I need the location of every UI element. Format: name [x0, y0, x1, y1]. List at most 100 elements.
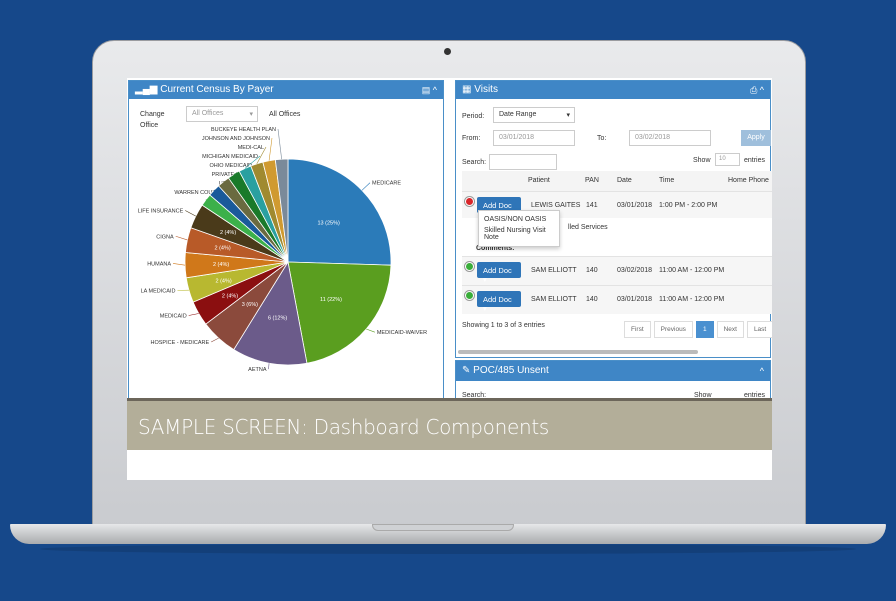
office-select[interactable]: All Offices ▾: [186, 106, 258, 122]
poc-search-label: Search:: [462, 392, 487, 399]
change-office-label: Change Office: [140, 111, 165, 129]
leader-line: [361, 182, 371, 191]
table-row[interactable]: Add Doc ▾ SAM ELLIOTT 140 03/02/2018 11:…: [462, 256, 772, 285]
add-doc-button[interactable]: Add Doc ▾: [477, 291, 521, 313]
leader-line: [244, 155, 261, 169]
category-label: LA MEDICAID: [141, 288, 176, 294]
panel-title: Current Census By Payer: [160, 84, 274, 95]
leader-line: [256, 146, 267, 164]
print-icon[interactable]: ⎙ ^: [750, 85, 764, 95]
collapse-icon[interactable]: ^: [759, 366, 764, 376]
visit-date: 03/02/2018: [617, 267, 653, 274]
page-next[interactable]: Next: [716, 321, 744, 338]
period-select[interactable]: Date Range ▾: [493, 107, 575, 123]
show-label: Show: [693, 157, 711, 164]
page-last[interactable]: Last: [746, 321, 772, 338]
category-label: LIFE INSURANCE: [138, 209, 184, 215]
category-label: MEDICAID-WAIVER: [377, 330, 427, 336]
col-patient[interactable]: Patient: [528, 177, 550, 184]
period-label: Period:: [462, 113, 485, 120]
pie-slice-medicare[interactable]: [287, 158, 392, 266]
patient-name: SAM ELLIOTT: [531, 296, 577, 303]
poc-show-label: Show: [694, 392, 712, 399]
page-1[interactable]: 1: [695, 321, 714, 338]
pie-slice-medicaid-waiver[interactable]: [287, 261, 392, 364]
add-doc-button[interactable]: Add Doc ▾: [477, 262, 521, 284]
visits-panel: ▦ Visits ⎙ ^ Period: Date Range ▾ From: 0…: [455, 80, 772, 358]
category-label: HUMANA: [147, 261, 171, 267]
data-label: 6 (12%): [268, 316, 287, 322]
table-row[interactable]: Add Doc ▾ SAM ELLIOTT 140 03/01/2018 11:…: [462, 285, 772, 314]
from-label: From:: [462, 135, 481, 142]
detail-services: lled Services: [568, 224, 608, 231]
leader-line: [268, 363, 270, 370]
poc-header: ✎ POC/485 Unsent ^: [456, 361, 770, 381]
poc-entries-label: entries: [744, 392, 766, 399]
to-label: To:: [597, 135, 607, 142]
pagination: First Previous 1 Next Last: [624, 321, 772, 338]
census-panel: ▂▄▆ Current Census By Payer ▤ ^ Change O…: [128, 80, 444, 410]
detail-comments: Comments:: [476, 245, 515, 252]
visit-time: 11:00 AM - 12:00 PM: [659, 267, 725, 274]
menu-item-skilled-nursing[interactable]: Skilled Nursing Visit Note: [484, 227, 546, 241]
visit-date: 03/01/2018: [617, 296, 653, 303]
panel-title: POC/485 Unsent: [473, 365, 549, 376]
col-home-phone[interactable]: Home Phone: [728, 177, 769, 184]
page-first[interactable]: First: [624, 321, 651, 338]
search-input[interactable]: [489, 154, 557, 170]
to-date-input[interactable]: 03/02/2018: [629, 130, 711, 146]
data-label: 2 (4%): [220, 230, 236, 236]
camera: [444, 48, 451, 55]
leader-line: [173, 263, 186, 266]
calendar-icon: ▦: [462, 84, 475, 95]
category-label: PRIVATE PAY: [212, 172, 247, 178]
visit-date: 03/01/2018: [617, 202, 653, 209]
leader-line: [188, 313, 199, 316]
census-header: ▂▄▆ Current Census By Payer ▤ ^: [129, 81, 443, 99]
pan: 140: [586, 296, 598, 303]
leader-line: [277, 128, 282, 160]
category-label: OHIO MEDICAID: [210, 163, 253, 169]
from-date-input[interactable]: 03/01/2018: [493, 130, 575, 146]
data-label: 2 (4%): [214, 246, 230, 252]
apply-button[interactable]: Apply: [741, 130, 771, 146]
data-label: 2 (4%): [222, 293, 238, 299]
data-label: 2 (4%): [213, 262, 229, 268]
category-label: JOHNSON AND JOHNSON: [202, 136, 270, 142]
collapse-row-icon[interactable]: [465, 197, 474, 206]
page-size-select[interactable]: 10: [715, 153, 740, 166]
page-previous[interactable]: Previous: [653, 321, 693, 338]
category-label: HOSPICE - MEDICARE: [150, 340, 209, 346]
screen: ▂▄▆ Current Census By Payer ▤ ^ Change O…: [127, 78, 772, 480]
category-label: MEDICAID: [160, 314, 187, 320]
entries-label: entries: [744, 157, 766, 164]
bar-chart-icon: ▂▄▆: [135, 84, 161, 95]
col-date[interactable]: Date: [617, 177, 632, 184]
menu-item-oasis[interactable]: OASIS/NON OASIS: [484, 216, 547, 223]
expand-row-icon[interactable]: [465, 262, 474, 271]
leader-line: [211, 337, 219, 343]
category-label: WARREN COUNTY ISD: [174, 190, 234, 196]
expand-row-icon[interactable]: [465, 291, 474, 300]
col-pan[interactable]: PAN: [585, 177, 599, 184]
panel-title: Visits: [474, 84, 498, 95]
edit-icon: ✎: [462, 365, 474, 376]
collapse-icon[interactable]: ▤ ^: [421, 85, 437, 95]
laptop-shadow: [40, 544, 856, 554]
pie-slice-aetna[interactable]: [233, 260, 308, 366]
leader-line: [185, 210, 196, 217]
patient-name: LEWIS GAITES: [531, 202, 581, 209]
census-pie-chart: 13 (25%) MEDICARE 11 (22%) MEDICAID-WAIVER 6…: [138, 127, 427, 373]
add-doc-dropdown: OASIS/NON OASIS Skilled Nursing Visit No…: [478, 210, 560, 247]
office-value: All Offices: [269, 111, 301, 118]
visit-time: 1:00 PM - 2:00 PM: [659, 202, 718, 209]
data-label: 3 (6%): [242, 302, 258, 308]
category-label: AETNA: [248, 367, 267, 373]
leader-line: [175, 235, 188, 241]
visits-header: ▦ Visits ⎙ ^: [456, 81, 770, 99]
horizontal-scrollbar[interactable]: [458, 350, 698, 354]
search-label: Search:: [462, 159, 487, 166]
col-time[interactable]: Time: [659, 177, 675, 184]
category-label: MEDICARE: [372, 181, 401, 187]
data-label: 13 (25%): [318, 221, 340, 227]
